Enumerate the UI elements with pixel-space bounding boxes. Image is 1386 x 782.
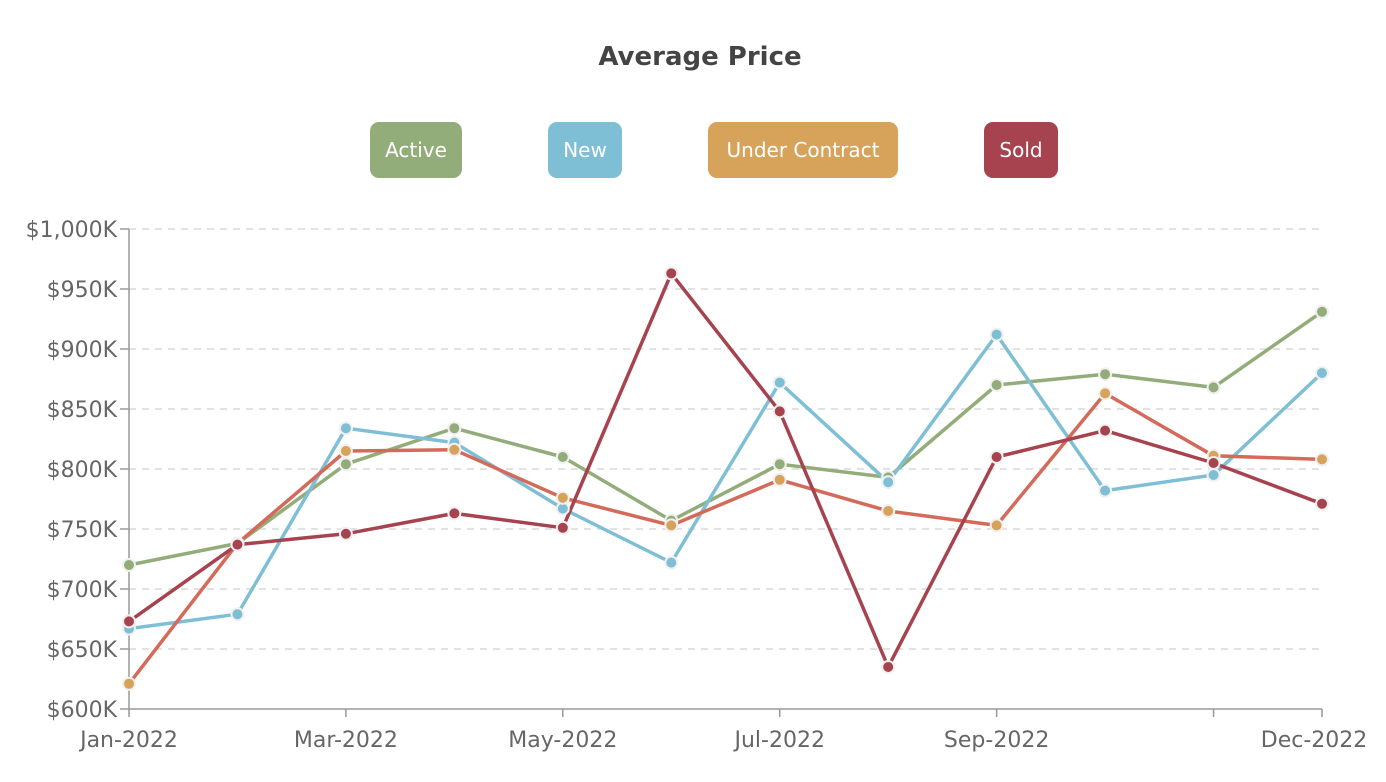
series-line-sold [127, 271, 1323, 669]
axes: $600K $650K $700K $750K $800K $850K $900K $950K… [26, 218, 1368, 753]
data-point-under-contract[interactable] [1315, 452, 1329, 467]
series-line-active [128, 310, 1324, 567]
x-tick-label: Jan-2022 [78, 728, 178, 753]
data-point-under-contract[interactable] [338, 444, 353, 458]
legend-item-under-contract[interactable]: Under Contract [708, 122, 898, 178]
data-point-sold[interactable] [230, 537, 245, 552]
data-point-under-contract[interactable] [447, 442, 462, 457]
y-tick-label: $750K [47, 518, 118, 543]
x-tick-label: Jul-2022 [732, 728, 824, 753]
data-point-sold[interactable] [881, 660, 896, 674]
data-point-under-contract[interactable] [664, 518, 679, 533]
data-point-under-contract[interactable] [881, 504, 896, 518]
legend-item-sold[interactable]: Sold [984, 122, 1058, 178]
y-tick-label: $1,000K [26, 218, 118, 243]
data-point-sold[interactable] [989, 450, 1004, 464]
grid-lines [129, 228, 1322, 650]
data-point-under-contract[interactable] [1098, 386, 1113, 401]
data-point-sold[interactable] [1206, 456, 1221, 470]
y-tick-label: $650K [47, 638, 118, 663]
data-point-sold[interactable] [1315, 496, 1329, 511]
data-point-under-contract[interactable] [555, 490, 570, 505]
data-point-new[interactable] [881, 475, 896, 490]
series-lines [127, 271, 1324, 685]
y-tick-label: $800K [47, 458, 118, 483]
data-point-sold[interactable] [555, 520, 570, 535]
data-point-under-contract[interactable] [122, 676, 136, 691]
series-line-under-contract [127, 391, 1323, 685]
data-point-under-contract[interactable] [989, 518, 1004, 533]
legend-item-active[interactable]: Active [370, 122, 462, 178]
x-tick-label: Sep-2022 [944, 728, 1049, 753]
x-tick-label: Mar-2022 [294, 728, 398, 753]
data-point-new[interactable] [1206, 468, 1221, 482]
data-point-new[interactable] [664, 555, 679, 570]
data-point-sold[interactable] [1098, 423, 1113, 438]
data-point-new[interactable] [989, 327, 1004, 342]
data-point-new[interactable] [772, 375, 787, 390]
data-point-active[interactable] [1098, 367, 1113, 382]
data-point-sold[interactable] [772, 404, 787, 419]
data-point-sold[interactable] [122, 614, 136, 629]
y-tick-label: $900K [47, 338, 118, 363]
x-tick-label: Dec-2022 [1261, 728, 1368, 753]
data-point-new[interactable] [230, 607, 245, 622]
data-point-sold[interactable] [664, 266, 679, 281]
series-line-new [128, 332, 1324, 631]
data-point-sold[interactable] [338, 526, 353, 541]
y-tick-label: $850K [47, 398, 118, 423]
data-point-active[interactable] [338, 457, 353, 472]
data-point-active[interactable] [122, 558, 136, 572]
x-tick-label: May-2022 [508, 728, 617, 753]
chart-title: Average Price [598, 42, 802, 72]
data-point-under-contract[interactable] [772, 472, 787, 487]
legend-item-new[interactable]: New [548, 122, 622, 178]
data-point-sold[interactable] [447, 506, 462, 521]
data-point-active[interactable] [772, 457, 787, 472]
series-points [122, 266, 1329, 691]
data-point-active[interactable] [1315, 304, 1329, 319]
y-tick-label: $600K [47, 698, 118, 723]
y-tick-label: $950K [47, 278, 118, 303]
data-point-active[interactable] [1206, 380, 1221, 395]
data-point-new[interactable] [1315, 366, 1329, 380]
data-point-new[interactable] [338, 421, 353, 436]
data-point-active[interactable] [989, 378, 1004, 392]
data-point-active[interactable] [555, 450, 570, 464]
y-tick-label: $700K [47, 578, 118, 603]
data-point-active[interactable] [447, 421, 462, 436]
data-point-new[interactable] [1098, 483, 1113, 498]
